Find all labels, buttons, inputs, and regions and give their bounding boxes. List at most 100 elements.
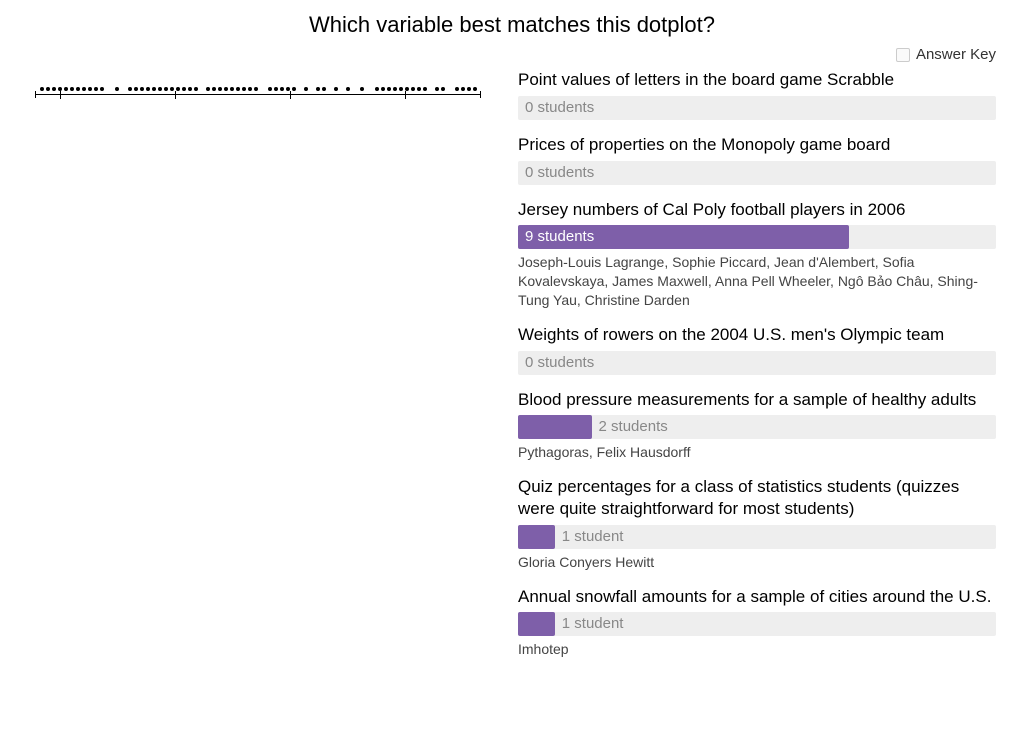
dotplot-point <box>94 87 98 91</box>
left-column <box>0 69 500 103</box>
axis-end-left <box>35 91 36 98</box>
result-bar: 0 students <box>518 96 996 120</box>
student-names: Gloria Conyers Hewitt <box>518 553 996 572</box>
axis-line <box>35 94 480 95</box>
dotplot-point <box>393 87 397 91</box>
answer-option[interactable]: Prices of properties on the Monopoly gam… <box>518 134 996 185</box>
dotplot-point <box>441 87 445 91</box>
option-label: Weights of rowers on the 2004 U.S. men's… <box>518 324 996 346</box>
dotplot-point <box>346 87 350 91</box>
dotplot-point <box>170 87 174 91</box>
dotplot-point <box>218 87 222 91</box>
option-label: Quiz percentages for a class of statisti… <box>518 476 996 520</box>
dotplot-point <box>236 87 240 91</box>
answer-option[interactable]: Weights of rowers on the 2004 U.S. men's… <box>518 324 996 375</box>
axis-tick <box>175 91 176 99</box>
dotplot-point <box>316 87 320 91</box>
checkbox-icon <box>896 48 910 62</box>
dotplot-point <box>435 87 439 91</box>
dotplot-point <box>381 87 385 91</box>
result-bar: 2 students <box>518 415 996 439</box>
option-label: Blood pressure measurements for a sample… <box>518 389 996 411</box>
student-names: Imhotep <box>518 640 996 659</box>
dotplot-point <box>206 87 210 91</box>
dotplot-point <box>140 87 144 91</box>
dotplot-point <box>230 87 234 91</box>
axis-end-right <box>480 91 481 98</box>
dotplot-point <box>115 87 119 91</box>
dotplot-point <box>40 87 44 91</box>
dotplot-point <box>128 87 132 91</box>
dotplot-point <box>212 87 216 91</box>
dotplot-point <box>100 87 104 91</box>
dotplot-point <box>411 87 415 91</box>
axis-tick <box>60 91 61 99</box>
columns: Point values of letters in the board gam… <box>0 69 1024 693</box>
answer-option[interactable]: Blood pressure measurements for a sample… <box>518 389 996 463</box>
dotplot-point <box>52 87 56 91</box>
result-count-label: 1 student <box>555 525 624 549</box>
dotplot <box>20 73 480 103</box>
dotplot-point <box>64 87 68 91</box>
dotplot-point <box>248 87 252 91</box>
dotplot-point <box>152 87 156 91</box>
option-label: Prices of properties on the Monopoly gam… <box>518 134 996 156</box>
dotplot-point <box>70 87 74 91</box>
result-bar: 1 student <box>518 525 996 549</box>
student-names: Joseph-Louis Lagrange, Sophie Piccard, J… <box>518 253 996 310</box>
result-bar: 1 student <box>518 612 996 636</box>
dotplot-point <box>467 87 471 91</box>
dotplot-point <box>254 87 258 91</box>
answer-key-toggle[interactable]: Answer Key <box>896 46 996 63</box>
dotplot-point <box>268 87 272 91</box>
dotplot-point <box>417 87 421 91</box>
dotplot-point <box>399 87 403 91</box>
dotplot-point <box>423 87 427 91</box>
dotplot-point <box>46 87 50 91</box>
result-count-label: 0 students <box>518 351 594 375</box>
dotplot-point <box>405 87 409 91</box>
dotplot-point <box>158 87 162 91</box>
result-bar-fill <box>518 415 592 439</box>
dotplot-point <box>82 87 86 91</box>
answer-option[interactable]: Annual snowfall amounts for a sample of … <box>518 586 996 660</box>
page-root: Which variable best matches this dotplot… <box>0 0 1024 693</box>
page-title: Which variable best matches this dotplot… <box>0 0 1024 44</box>
dotplot-point <box>280 87 284 91</box>
dotplot-point <box>360 87 364 91</box>
dotplot-point <box>292 87 296 91</box>
answer-option[interactable]: Point values of letters in the board gam… <box>518 69 996 120</box>
right-column: Point values of letters in the board gam… <box>500 69 1024 693</box>
answer-option[interactable]: Quiz percentages for a class of statisti… <box>518 476 996 571</box>
dotplot-point <box>188 87 192 91</box>
result-count-label: 0 students <box>518 161 594 185</box>
result-bar-fill <box>518 612 555 636</box>
option-label: Annual snowfall amounts for a sample of … <box>518 586 996 608</box>
dotplot-point <box>461 87 465 91</box>
dotplot-point <box>334 87 338 91</box>
student-names: Pythagoras, Felix Hausdorff <box>518 443 996 462</box>
result-count-label: 9 students <box>518 225 594 249</box>
dotplot-point <box>88 87 92 91</box>
dotplot-point <box>304 87 308 91</box>
result-count-label: 2 students <box>592 415 668 439</box>
dotplot-point <box>322 87 326 91</box>
result-count-label: 0 students <box>518 96 594 120</box>
dotplot-point <box>164 87 168 91</box>
dotplot-point <box>375 87 379 91</box>
axis-tick <box>290 91 291 99</box>
dotplot-point <box>58 87 62 91</box>
dotplot-point <box>76 87 80 91</box>
result-bar-fill <box>518 525 555 549</box>
result-bar: 0 students <box>518 161 996 185</box>
result-bar: 9 students <box>518 225 996 249</box>
topbar: Answer Key <box>0 44 1024 69</box>
answer-option[interactable]: Jersey numbers of Cal Poly football play… <box>518 199 996 310</box>
option-label: Jersey numbers of Cal Poly football play… <box>518 199 996 221</box>
dotplot-point <box>146 87 150 91</box>
dotplot-point <box>455 87 459 91</box>
dotplot-point <box>194 87 198 91</box>
result-bar: 0 students <box>518 351 996 375</box>
dotplot-point <box>176 87 180 91</box>
dotplot-point <box>274 87 278 91</box>
